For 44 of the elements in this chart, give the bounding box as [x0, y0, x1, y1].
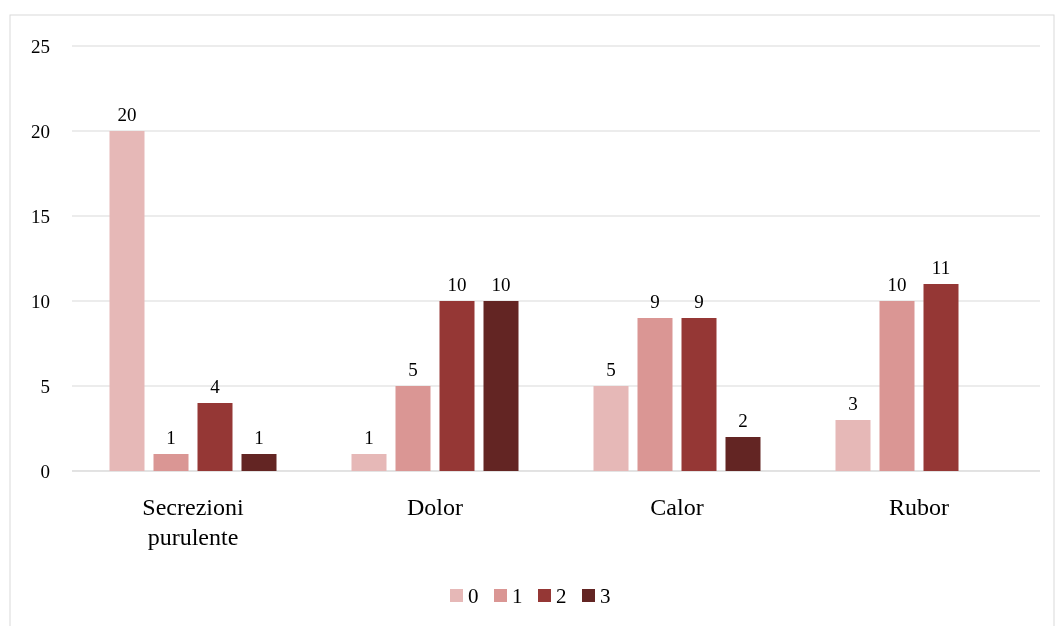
data-label: 2 [738, 410, 748, 431]
bar [395, 386, 431, 471]
y-tick-label: 10 [31, 290, 50, 312]
bar [197, 403, 233, 471]
x-tick-label: Rubor [889, 494, 950, 520]
data-label: 5 [606, 359, 616, 380]
bar [593, 386, 629, 471]
legend-label: 2 [556, 584, 567, 609]
y-tick-label: 5 [40, 375, 50, 397]
bar [637, 318, 673, 471]
data-label: 11 [931, 257, 951, 278]
legend-label: 0 [468, 584, 479, 609]
bar [681, 318, 717, 471]
bar [835, 420, 871, 471]
data-label: 3 [848, 393, 858, 414]
bar [153, 454, 189, 471]
bar [241, 454, 277, 471]
data-label: 1 [364, 427, 374, 448]
data-label: 5 [408, 359, 418, 380]
y-tick-label: 15 [31, 205, 50, 227]
x-tick-label: Calor [650, 494, 704, 520]
data-label: 10 [887, 274, 907, 295]
x-tick-label: Secrezioni purulente [142, 494, 244, 550]
bar [351, 454, 387, 471]
legend-label: 1 [512, 584, 523, 609]
data-label: 9 [694, 291, 704, 312]
bar [923, 284, 959, 471]
x-tick-label: Dolor [407, 494, 463, 520]
bar [439, 301, 475, 471]
y-tick-label: 20 [31, 120, 50, 142]
data-label: 10 [491, 274, 511, 295]
data-label: 4 [210, 376, 221, 397]
legend-label: 3 [600, 584, 611, 609]
y-tick-label: 0 [40, 460, 50, 482]
bar [483, 301, 519, 471]
data-label: 1 [166, 427, 176, 448]
bar [879, 301, 915, 471]
bar [109, 131, 145, 471]
bar [725, 437, 761, 471]
data-label: 9 [650, 291, 660, 312]
data-label: 10 [447, 274, 467, 295]
data-label: 1 [254, 427, 264, 448]
y-tick-label: 25 [31, 35, 50, 57]
data-label: 20 [117, 104, 137, 125]
